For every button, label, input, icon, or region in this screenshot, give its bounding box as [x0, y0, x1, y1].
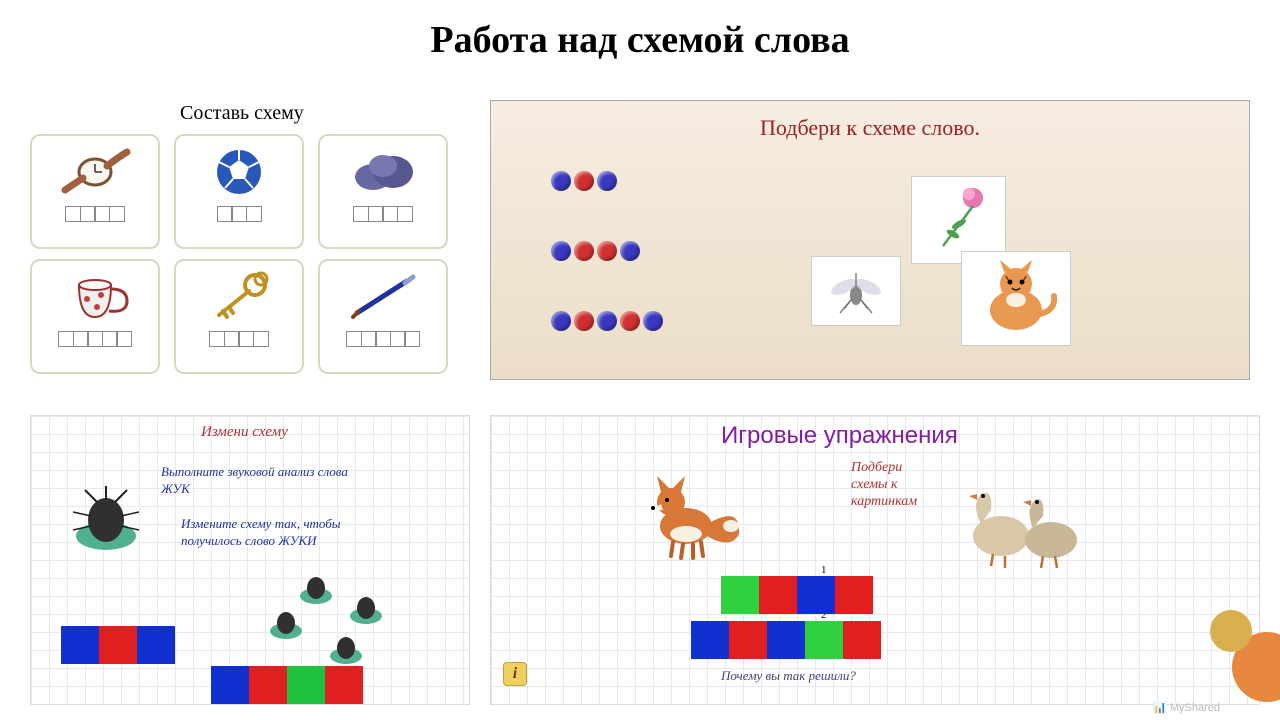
card-pen — [318, 259, 448, 374]
q4-question: Почему вы так решили? — [721, 668, 856, 684]
geese-icon — [951, 466, 1101, 576]
color-square — [767, 621, 805, 659]
q3-line2: Измените схему так, чтобы получилось сло… — [181, 516, 341, 550]
color-square — [325, 666, 363, 704]
fox-icon — [631, 456, 751, 566]
watch-icon — [55, 142, 135, 202]
q3-title: Измени схему — [201, 424, 288, 441]
card-grid — [30, 134, 460, 374]
beetle-small-icon — [261, 601, 311, 643]
quadrant-match-word: Подбери к схеме слово. — [490, 100, 1250, 380]
color-square-row — [691, 621, 881, 659]
info-button[interactable]: i — [503, 662, 527, 686]
color-square — [835, 576, 873, 614]
color-square-row — [721, 576, 873, 614]
quadrant-change-scheme: Измени схему Выполните звуковой анализ с… — [30, 415, 470, 705]
sound-dot — [574, 241, 594, 261]
boxes — [353, 206, 413, 222]
key-icon — [199, 267, 279, 327]
color-square — [61, 626, 99, 664]
card-ball — [174, 134, 304, 249]
quadrant-game-exercises: Игровые упражнения Подбери схемы к карти… — [490, 415, 1260, 705]
sound-dot — [620, 241, 640, 261]
beetle-small-icon — [341, 586, 391, 628]
boxes — [217, 206, 262, 222]
q4-subtitle: Подбери схемы к картинкам — [851, 460, 917, 510]
color-square — [729, 621, 767, 659]
dot-row — [551, 311, 663, 331]
color-square — [721, 576, 759, 614]
image-cat — [961, 251, 1071, 346]
quadrant-compose-scheme: Составь схему — [30, 130, 460, 374]
boxes — [58, 331, 132, 347]
cup-icon — [55, 267, 135, 327]
boxes — [209, 331, 269, 347]
color-square-row — [211, 666, 363, 704]
color-square — [759, 576, 797, 614]
sound-dot — [620, 311, 640, 331]
ball-icon — [199, 142, 279, 202]
sound-dot — [574, 171, 594, 191]
card-watch — [30, 134, 160, 249]
num1: 1 — [821, 564, 827, 576]
color-square — [691, 621, 729, 659]
q2-title: Подбери к схеме слово. — [491, 101, 1249, 141]
boxes — [65, 206, 125, 222]
image-mosquito — [811, 256, 901, 326]
color-square — [249, 666, 287, 704]
card-cup — [30, 259, 160, 374]
color-square-row — [61, 626, 175, 664]
q1-subtitle: Составь схему — [180, 102, 304, 125]
q3-line1: Выполните звуковой анализ слова ЖУК — [161, 464, 348, 498]
card-key — [174, 259, 304, 374]
sound-dot — [643, 311, 663, 331]
color-square — [211, 666, 249, 704]
sound-dot — [551, 241, 571, 261]
dot-row — [551, 241, 640, 261]
q4-title: Игровые упражнения — [721, 422, 958, 450]
card-cloud — [318, 134, 448, 249]
color-square — [805, 621, 843, 659]
cloud-icon — [343, 142, 423, 202]
beetle-big-icon — [61, 476, 151, 556]
color-square — [137, 626, 175, 664]
main-title: Работа над схемой слова — [0, 0, 1280, 62]
sound-dot — [597, 171, 617, 191]
sound-dot — [597, 311, 617, 331]
sound-dot — [551, 311, 571, 331]
sound-dot — [551, 171, 571, 191]
sound-dot — [574, 311, 594, 331]
boxes — [346, 331, 420, 347]
sound-dot — [597, 241, 617, 261]
dot-row — [551, 171, 617, 191]
color-square — [99, 626, 137, 664]
beetle-small-icon — [321, 626, 371, 668]
color-square — [843, 621, 881, 659]
watermark: MyShared — [1153, 701, 1220, 714]
pen-icon — [343, 267, 423, 327]
color-square — [287, 666, 325, 704]
color-square — [797, 576, 835, 614]
